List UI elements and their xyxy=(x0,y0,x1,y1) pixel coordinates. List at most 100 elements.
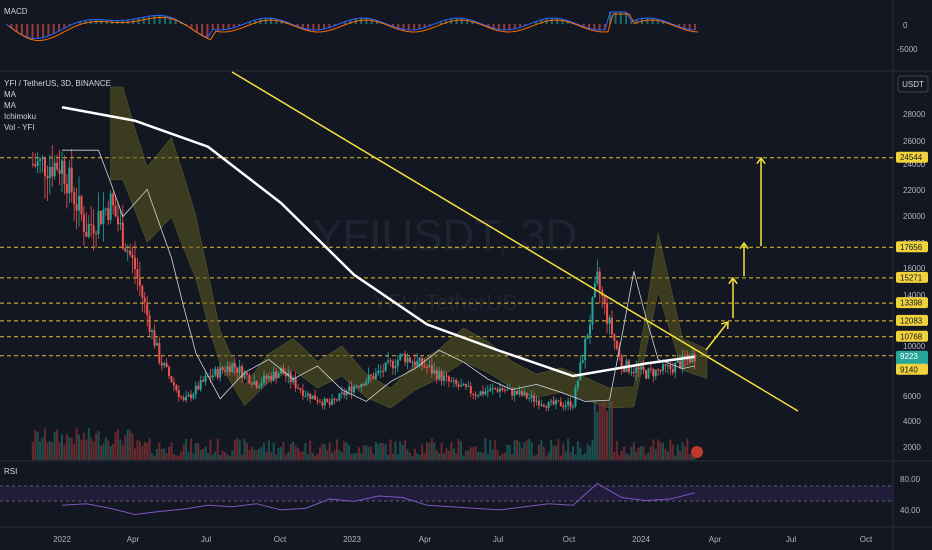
time-label: Oct xyxy=(274,535,287,544)
candle-body xyxy=(104,208,107,210)
candle-body xyxy=(255,381,258,388)
symbol-line[interactable]: YFI / TetherUS, 3D, BINANCE xyxy=(4,79,111,88)
candle-body xyxy=(374,373,377,379)
macd-histogram-bar xyxy=(185,24,188,26)
macd-histogram-bar xyxy=(694,24,696,30)
volume-bar xyxy=(464,450,467,460)
candle-body xyxy=(360,383,363,388)
candle-body xyxy=(348,386,351,392)
volume-bar xyxy=(209,439,212,460)
volume-bar xyxy=(525,440,528,460)
trendline[interactable] xyxy=(231,71,799,412)
volume-bar xyxy=(686,438,689,460)
candle-body xyxy=(168,366,171,377)
volume-bar xyxy=(535,454,538,460)
volume-bar xyxy=(168,446,171,460)
candle-body xyxy=(233,363,236,368)
volume-bar xyxy=(116,429,119,460)
volume-bar xyxy=(61,434,63,460)
volume-bar xyxy=(389,439,392,460)
volume-bar xyxy=(501,453,504,460)
volume-bar xyxy=(408,452,411,460)
volume-bar xyxy=(124,435,127,460)
volume-bar xyxy=(384,444,387,460)
rsi-title[interactable]: RSI xyxy=(4,467,17,476)
candle-body xyxy=(231,363,234,373)
candle-body xyxy=(387,360,390,363)
candle-body xyxy=(537,400,540,406)
candle-body xyxy=(73,192,76,205)
volume-bar xyxy=(304,442,307,460)
indicator-ma-1[interactable]: MA xyxy=(4,90,17,99)
macd-histogram-bar xyxy=(423,24,426,28)
candle-body xyxy=(172,382,175,386)
candle-body xyxy=(280,368,282,374)
price-tag xyxy=(896,271,928,283)
candle-body xyxy=(676,360,679,363)
candle-body xyxy=(333,399,336,401)
candle-body xyxy=(267,375,270,379)
currency-button[interactable] xyxy=(897,75,929,93)
macd-histogram-bar xyxy=(52,24,55,34)
alert-icon[interactable] xyxy=(691,446,703,458)
macd-histogram-bar xyxy=(36,24,39,39)
candle-body xyxy=(535,400,538,402)
volume-bar xyxy=(479,452,482,460)
indicator-ma-2[interactable]: MA xyxy=(4,101,17,110)
candle-body xyxy=(637,367,640,370)
candle-body xyxy=(63,160,66,184)
volume-bar xyxy=(413,448,416,460)
macd-histogram-bar xyxy=(270,18,272,24)
price-tag xyxy=(896,151,928,163)
volume-bar xyxy=(391,453,394,460)
candle-body xyxy=(36,161,39,167)
volume-bar xyxy=(233,440,236,460)
price-tag xyxy=(896,297,928,309)
macd-histogram-bar xyxy=(254,19,257,24)
candle-body xyxy=(309,393,312,400)
indicator-ichimoku[interactable]: Ichimoku xyxy=(4,112,36,121)
macd-histogram-bar xyxy=(84,20,87,24)
candle-body xyxy=(95,233,98,235)
target-arrows[interactable] xyxy=(705,156,766,351)
macd-histogram-bar xyxy=(593,24,596,30)
macd-signal-line xyxy=(8,13,699,42)
macd-histogram-bar xyxy=(625,12,628,24)
macd-histogram-bar xyxy=(651,18,654,24)
volume-bar xyxy=(423,452,426,460)
candle-body xyxy=(477,395,480,397)
candle-body xyxy=(659,370,662,372)
candle-body xyxy=(143,297,146,303)
macd-histogram-bar xyxy=(535,21,537,24)
volume-bar xyxy=(277,447,280,460)
candle-body xyxy=(314,395,317,400)
macd-title[interactable]: MACD xyxy=(4,7,28,16)
volume-bar xyxy=(382,443,385,460)
macd-histogram-bar xyxy=(10,24,13,29)
candle-body xyxy=(335,399,338,401)
volume-bar xyxy=(608,402,611,460)
volume-bar xyxy=(301,451,304,460)
candle-body xyxy=(194,385,197,395)
time-label: Jul xyxy=(201,535,211,544)
candle-body xyxy=(87,224,90,237)
candle-body xyxy=(664,364,667,366)
candle-body xyxy=(462,383,465,386)
candle-body xyxy=(423,366,426,368)
indicator-volume[interactable]: Vol - YFI xyxy=(4,123,35,132)
candle-body xyxy=(138,277,141,286)
volume-bar xyxy=(187,452,190,460)
volume-bar xyxy=(53,432,56,460)
candle-body xyxy=(182,397,185,401)
price-tag xyxy=(896,363,928,375)
candle-body xyxy=(474,394,477,396)
volume-bar xyxy=(253,449,256,460)
volume-bar xyxy=(542,446,545,460)
candle-body xyxy=(70,167,73,193)
candle-body xyxy=(503,390,506,392)
volume-bar xyxy=(379,443,382,460)
volume-bar xyxy=(75,428,78,460)
candle-body xyxy=(219,367,222,378)
time-axis[interactable]: 2022 Apr Jul Oct 2023 Apr Jul Oct 2024 Apr Jul Oct xyxy=(53,535,873,544)
